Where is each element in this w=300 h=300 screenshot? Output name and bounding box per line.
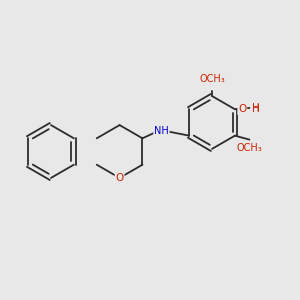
Text: OCH₃: OCH₃ [199,74,225,84]
Text: OCH₃: OCH₃ [237,142,262,152]
Text: O: O [116,173,124,183]
Text: H: H [252,104,260,114]
Text: O: O [238,104,246,114]
Text: NH: NH [154,126,169,136]
Text: H: H [252,103,260,113]
